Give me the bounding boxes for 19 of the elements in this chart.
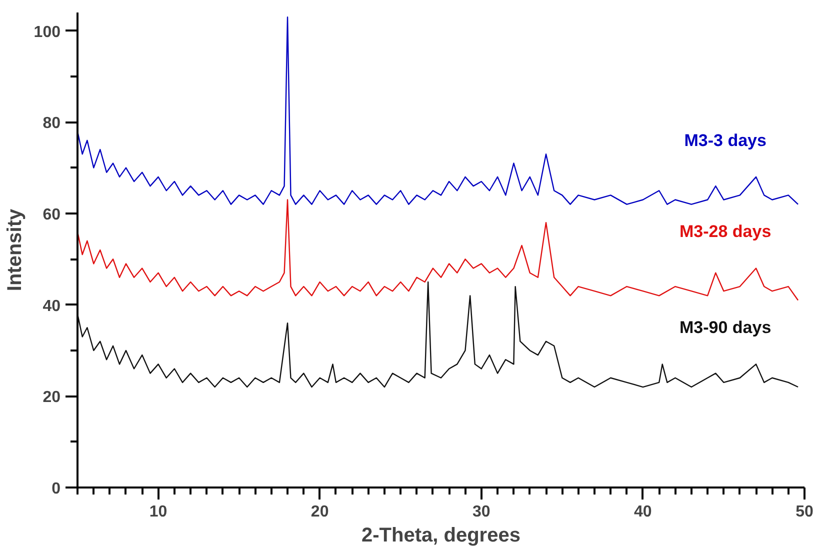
x-tick-label: 10 [149,504,168,520]
series-label: M3-90 days [680,318,772,338]
y-tick-label: 100 [34,24,61,41]
series-label: M3-28 days [680,222,772,242]
y-tick-label: 20 [42,389,61,406]
y-tick-label: 60 [42,206,61,224]
line-series [78,199,799,301]
y-tick-label: 40 [42,298,61,315]
x-tick-label: 40 [634,504,652,520]
x-axis-title: 2-Theta, degrees [362,524,520,546]
x-tick-label: 30 [472,504,490,520]
x-tick-label: 20 [310,504,329,520]
series-label: M3-3 days [684,130,766,150]
line-series [78,16,799,205]
y-axis-title: Intensity [4,208,26,292]
line-series [78,281,799,388]
y-tick-label: 0 [52,480,61,498]
x-tick-label: 50 [796,504,814,520]
y-tick-label: 80 [42,115,61,132]
